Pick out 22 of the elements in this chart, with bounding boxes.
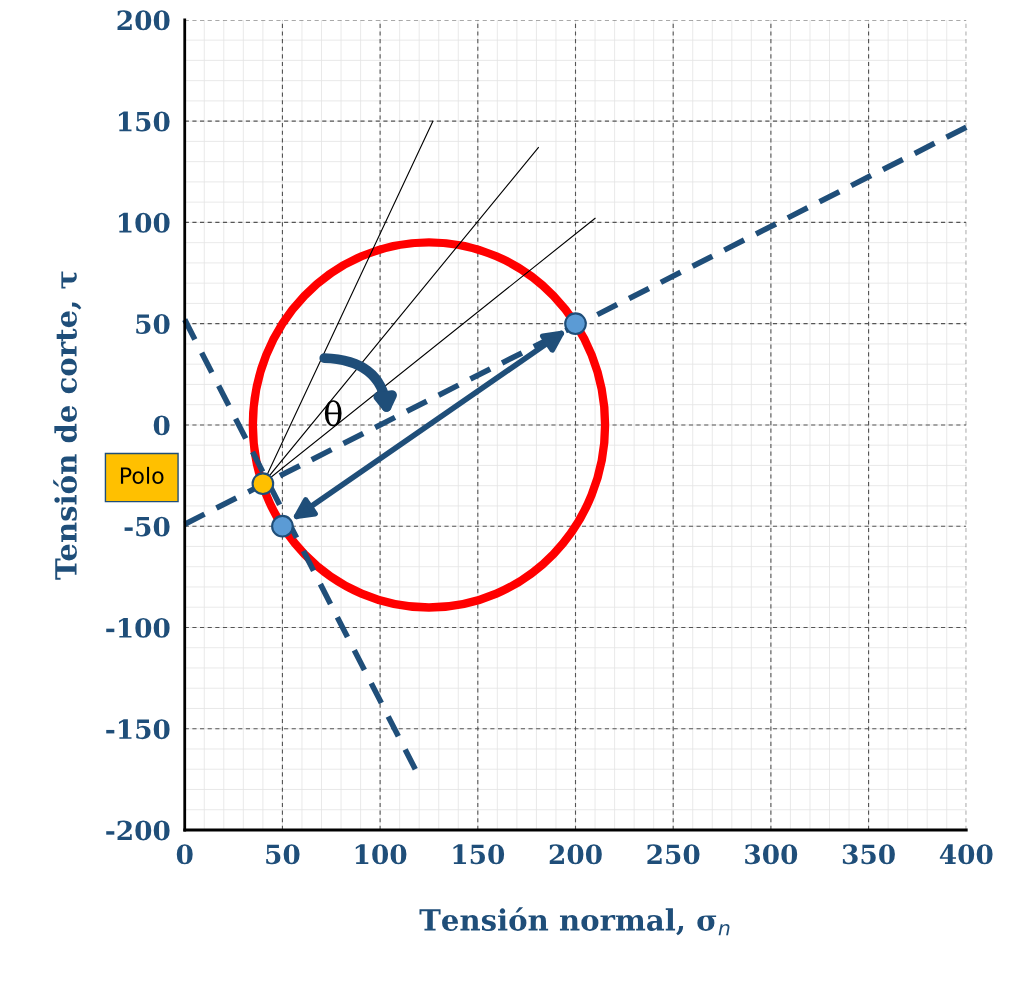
y-tick-label: 150 xyxy=(118,111,170,132)
x-tick-label: 200 xyxy=(549,844,602,865)
y-axis-title: Tensión de corte, τ xyxy=(53,271,82,580)
y-tick-label: 50 xyxy=(136,314,170,335)
x-tick-label: 300 xyxy=(745,844,798,865)
text: Polo xyxy=(120,466,164,485)
y-tick-label: -150 xyxy=(106,719,170,740)
x-tick-label: 400 xyxy=(939,844,993,865)
y-tick-label: -50 xyxy=(124,516,170,537)
y-tick-label: -200 xyxy=(106,820,170,841)
y-tick-label: -100 xyxy=(106,617,170,638)
x-tick-label: 150 xyxy=(453,844,505,865)
y-tick-label: 0 xyxy=(153,415,170,436)
x-tick-label: 0 xyxy=(176,844,193,865)
y-tick-label: 200 xyxy=(117,10,170,31)
x-tick-label: 250 xyxy=(647,844,700,865)
annotation: θ xyxy=(324,400,342,427)
x-tick-label: 50 xyxy=(266,844,300,865)
x-tick-label: 350 xyxy=(842,844,895,865)
x-tick-label: 100 xyxy=(355,844,407,865)
x-axis-title: Tensión normal, σ$_{n}$ xyxy=(419,907,730,936)
y-tick-label: 100 xyxy=(118,212,170,233)
